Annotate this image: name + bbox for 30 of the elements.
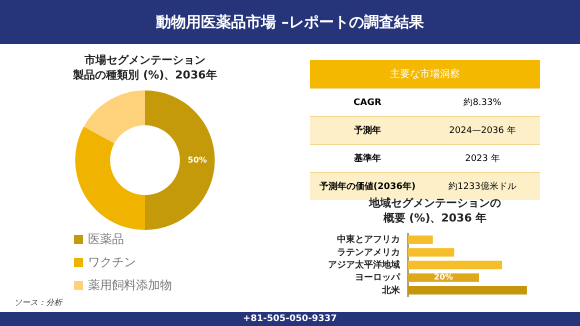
data-label: 50% bbox=[188, 155, 207, 164]
legend-label: ワクチン bbox=[87, 254, 137, 271]
chart-subtitle: 概要 (%)、2036 年 bbox=[382, 212, 487, 225]
chart-title: 地域セグメンテーションの bbox=[368, 196, 501, 210]
text: 動物用医薬品市場 –レポートの調査結果 bbox=[0, 0, 580, 44]
text: 2024—2036 年 bbox=[425, 116, 540, 144]
bar bbox=[408, 260, 502, 270]
data-label: 20% bbox=[434, 272, 454, 282]
chart-subtitle: 製品の種類別 (%)、2036年 bbox=[72, 68, 217, 82]
bar bbox=[408, 235, 433, 244]
y-tick-label: 北米 bbox=[381, 284, 401, 295]
y-tick-label: ラテンアメリカ bbox=[337, 246, 400, 257]
text: 約1233億米ドル bbox=[448, 182, 516, 192]
legend-label: 医薬品 bbox=[87, 231, 125, 248]
text: 予測年 bbox=[310, 116, 425, 144]
legend-label: 薬用飼料添加物 bbox=[87, 277, 172, 294]
text: +81-505-050-9337 bbox=[0, 312, 580, 326]
text: 2023 年 bbox=[425, 144, 540, 172]
text: 予測年の価値(2036年) bbox=[319, 182, 416, 192]
text: CAGR bbox=[310, 88, 425, 116]
y-tick-label: アジア太平洋地域 bbox=[328, 259, 400, 270]
chart-title: 市場セグメンテーション bbox=[84, 53, 206, 66]
text: 主要な市場洞察 bbox=[310, 60, 540, 88]
y-tick-label: 中東とアフリカ bbox=[337, 234, 400, 244]
bar bbox=[408, 248, 454, 257]
bar bbox=[408, 286, 527, 295]
y-tick-label: ヨーロッパ bbox=[355, 272, 401, 282]
text: 約8.33% bbox=[425, 88, 540, 116]
text: ソース：分析 bbox=[14, 297, 62, 308]
text: 基準年 bbox=[310, 144, 425, 172]
